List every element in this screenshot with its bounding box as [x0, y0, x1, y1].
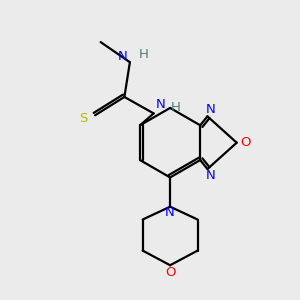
Text: H: H — [171, 101, 181, 114]
Text: O: O — [240, 136, 250, 149]
Text: H: H — [139, 48, 149, 61]
Text: N: N — [118, 50, 128, 63]
Text: N: N — [156, 98, 166, 111]
Text: O: O — [165, 266, 175, 279]
Text: N: N — [206, 169, 215, 182]
Text: S: S — [79, 112, 87, 125]
Text: N: N — [165, 206, 175, 219]
Text: N: N — [206, 103, 215, 116]
